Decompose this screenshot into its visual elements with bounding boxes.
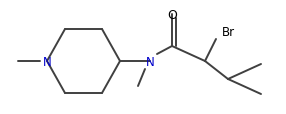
Text: N: N [146, 55, 154, 68]
Text: N: N [43, 55, 51, 68]
Text: O: O [167, 8, 177, 21]
Text: Br: Br [221, 25, 235, 38]
